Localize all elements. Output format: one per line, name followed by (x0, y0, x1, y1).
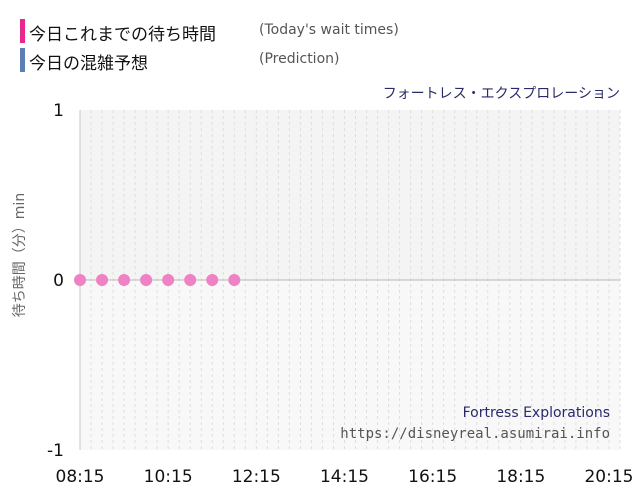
watermark-attraction-name: Fortress Explorations (462, 405, 610, 421)
attraction-title: フォートレス・エクスプロレーション (382, 86, 620, 102)
legend-color-wait (20, 19, 25, 43)
data-point (74, 274, 86, 286)
y-axis-label: 待ち時間（分）min (12, 193, 28, 317)
data-point (96, 274, 109, 286)
legend-color-prediction (20, 48, 25, 72)
plot-background-upper (80, 110, 620, 280)
data-point (140, 274, 153, 286)
legend-label-prediction: 今日の混雑予想 (29, 54, 148, 74)
watermark-url: https://disneyreal.asumirai.info (340, 426, 610, 442)
legend-sub-wait: (Today's wait times) (259, 22, 399, 38)
data-point (118, 274, 131, 286)
x-tick-label: 18:15 (496, 467, 545, 487)
y-tick-label: 0 (53, 271, 64, 291)
x-tick-label: 20:15 (584, 467, 633, 487)
data-point (228, 274, 241, 286)
x-tick-label: 08:15 (56, 467, 105, 487)
x-tick-label: 16:15 (408, 467, 457, 487)
x-tick-label: 12:15 (232, 467, 281, 487)
x-tick-label: 10:15 (144, 467, 193, 487)
y-tick-label: 1 (53, 101, 64, 121)
legend-label-wait: 今日これまでの待ち時間 (29, 25, 216, 45)
data-point (184, 274, 197, 286)
data-point (162, 274, 175, 286)
y-tick-label: -1 (47, 441, 64, 461)
data-point (206, 274, 219, 286)
legend-sub-prediction: (Prediction) (259, 51, 340, 67)
plot-background-lower (80, 280, 620, 450)
x-tick-label: 14:15 (320, 467, 369, 487)
